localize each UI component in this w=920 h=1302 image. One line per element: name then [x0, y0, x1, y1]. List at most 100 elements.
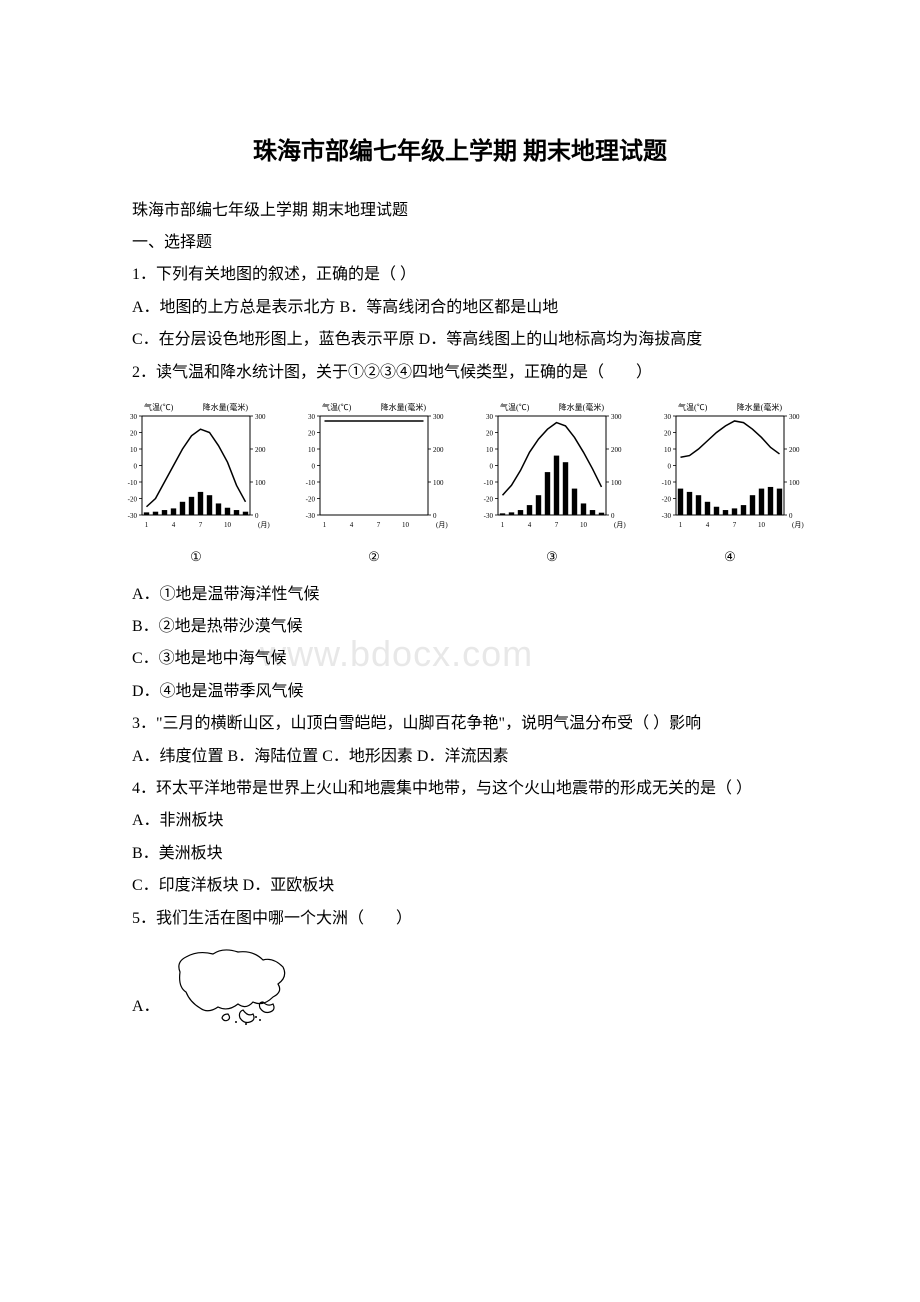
svg-text:300: 300 [611, 413, 622, 421]
svg-text:7: 7 [377, 521, 381, 529]
svg-text:7: 7 [733, 521, 737, 529]
page-title: 珠海市部编七年级上学期 期末地理试题 [100, 130, 820, 176]
svg-text:4: 4 [528, 521, 532, 529]
svg-text:30: 30 [308, 413, 316, 421]
svg-text:100: 100 [611, 479, 622, 487]
svg-text:1: 1 [145, 521, 149, 529]
q4-option-a: A．非洲板块 [100, 806, 820, 836]
section-heading: 一、选择题 [100, 228, 820, 258]
q4-option-c: C．印度洋板块 D．亚欧板块 [100, 871, 820, 901]
svg-text:(月): (月) [614, 521, 626, 529]
asia-map-icon [168, 942, 298, 1032]
chart-label: ② [368, 545, 380, 570]
q2-option-a: A．①地是温带海洋性气候 [100, 580, 820, 610]
svg-text:降水量(毫米): 降水量(毫米) [381, 402, 427, 412]
q4-option-b: B．美洲板块 [100, 839, 820, 869]
svg-text:-20: -20 [128, 495, 138, 503]
svg-text:10: 10 [130, 446, 138, 454]
q1-stem: 1．下列有关地图的叙述，正确的是（ ） [100, 260, 820, 290]
svg-text:10: 10 [224, 521, 232, 529]
q3-options: A．纬度位置 B．海陆位置 C．地形因素 D．洋流因素 [100, 742, 820, 772]
chart-label: ③ [546, 545, 558, 570]
svg-text:300: 300 [789, 413, 800, 421]
svg-text:0: 0 [433, 512, 437, 520]
svg-text:(月): (月) [258, 521, 270, 529]
q2-option-d: D．④地是温带季风气候 [100, 677, 820, 707]
svg-text:0: 0 [789, 512, 793, 520]
svg-text:30: 30 [130, 413, 138, 421]
svg-text:气温(℃): 气温(℃) [500, 402, 530, 412]
climate-charts: 气温(℃)降水量(毫米)3020100-10-20-30300200100014… [116, 398, 820, 570]
climate-chart: 气温(℃)降水量(毫米)3020100-10-20-30300200100014… [472, 398, 632, 570]
svg-text:4: 4 [706, 521, 710, 529]
svg-text:1: 1 [501, 521, 505, 529]
svg-text:1: 1 [679, 521, 683, 529]
q2-option-b: B．②地是热带沙漠气候 [100, 612, 820, 642]
svg-text:0: 0 [490, 462, 494, 470]
svg-text:(月): (月) [792, 521, 804, 529]
svg-text:10: 10 [486, 446, 494, 454]
svg-text:300: 300 [255, 413, 266, 421]
svg-text:200: 200 [433, 446, 444, 454]
svg-text:-20: -20 [306, 495, 316, 503]
q2-option-c: C．③地是地中海气候 [100, 644, 820, 674]
svg-text:10: 10 [758, 521, 766, 529]
svg-text:300: 300 [433, 413, 444, 421]
q5-stem: 5．我们生活在图中哪一个大洲（ ） [100, 904, 820, 934]
q5-option-a-label: A． [100, 992, 160, 1032]
svg-text:0: 0 [611, 512, 615, 520]
svg-text:-20: -20 [484, 495, 494, 503]
svg-text:200: 200 [789, 446, 800, 454]
svg-text:0: 0 [255, 512, 259, 520]
svg-text:10: 10 [580, 521, 588, 529]
svg-text:30: 30 [664, 413, 672, 421]
svg-text:10: 10 [664, 446, 672, 454]
q5-option-a-row: A． [100, 942, 820, 1032]
svg-text:0: 0 [134, 462, 138, 470]
svg-text:-30: -30 [484, 512, 494, 520]
svg-text:4: 4 [172, 521, 176, 529]
svg-text:20: 20 [664, 429, 672, 437]
svg-text:气温(℃): 气温(℃) [322, 402, 352, 412]
svg-text:0: 0 [668, 462, 672, 470]
subtitle: 珠海市部编七年级上学期 期末地理试题 [100, 196, 820, 226]
svg-text:气温(℃): 气温(℃) [678, 402, 708, 412]
svg-text:降水量(毫米): 降水量(毫米) [203, 402, 249, 412]
svg-text:降水量(毫米): 降水量(毫米) [559, 402, 605, 412]
svg-text:气温(℃): 气温(℃) [144, 402, 174, 412]
svg-text:(月): (月) [436, 521, 448, 529]
svg-text:4: 4 [350, 521, 354, 529]
svg-text:200: 200 [611, 446, 622, 454]
svg-text:-30: -30 [662, 512, 672, 520]
svg-text:-10: -10 [484, 479, 494, 487]
q4-stem: 4．环太平洋地带是世界上火山和地震集中地带，与这个火山地震带的形成无关的是（ ） [100, 774, 820, 804]
svg-text:降水量(毫米): 降水量(毫米) [737, 402, 783, 412]
svg-text:30: 30 [486, 413, 494, 421]
q3-stem: 3．"三月的横断山区，山顶白雪皑皑，山脚百花争艳"，说明气温分布受（ ）影响 [100, 709, 820, 739]
svg-text:-10: -10 [662, 479, 672, 487]
svg-text:100: 100 [255, 479, 266, 487]
svg-text:1: 1 [323, 521, 327, 529]
svg-text:-30: -30 [306, 512, 316, 520]
svg-text:7: 7 [199, 521, 203, 529]
svg-text:20: 20 [308, 429, 316, 437]
climate-chart: 气温(℃)降水量(毫米)3020100-10-20-30300200100014… [650, 398, 810, 570]
climate-chart: 气温(℃)降水量(毫米)3020100-10-20-30300200100014… [116, 398, 276, 570]
svg-text:-20: -20 [662, 495, 672, 503]
svg-text:20: 20 [486, 429, 494, 437]
svg-text:100: 100 [433, 479, 444, 487]
svg-text:-10: -10 [128, 479, 138, 487]
svg-text:0: 0 [312, 462, 316, 470]
chart-label: ④ [724, 545, 736, 570]
svg-text:-10: -10 [306, 479, 316, 487]
svg-text:100: 100 [789, 479, 800, 487]
svg-text:10: 10 [402, 521, 410, 529]
q2-stem: 2．读气温和降水统计图，关于①②③④四地气候类型，正确的是（ ） [100, 358, 820, 388]
svg-text:-30: -30 [128, 512, 138, 520]
chart-label: ① [190, 545, 202, 570]
svg-text:7: 7 [555, 521, 559, 529]
q1-option-a: A．地图的上方总是表示北方 B．等高线闭合的地区都是山地 [100, 293, 820, 323]
svg-text:10: 10 [308, 446, 316, 454]
climate-chart: 气温(℃)降水量(毫米)3020100-10-20-30300200100014… [294, 398, 454, 570]
q1-option-c: C．在分层设色地形图上，蓝色表示平原 D．等高线图上的山地标高均为海拔高度 [100, 325, 820, 355]
